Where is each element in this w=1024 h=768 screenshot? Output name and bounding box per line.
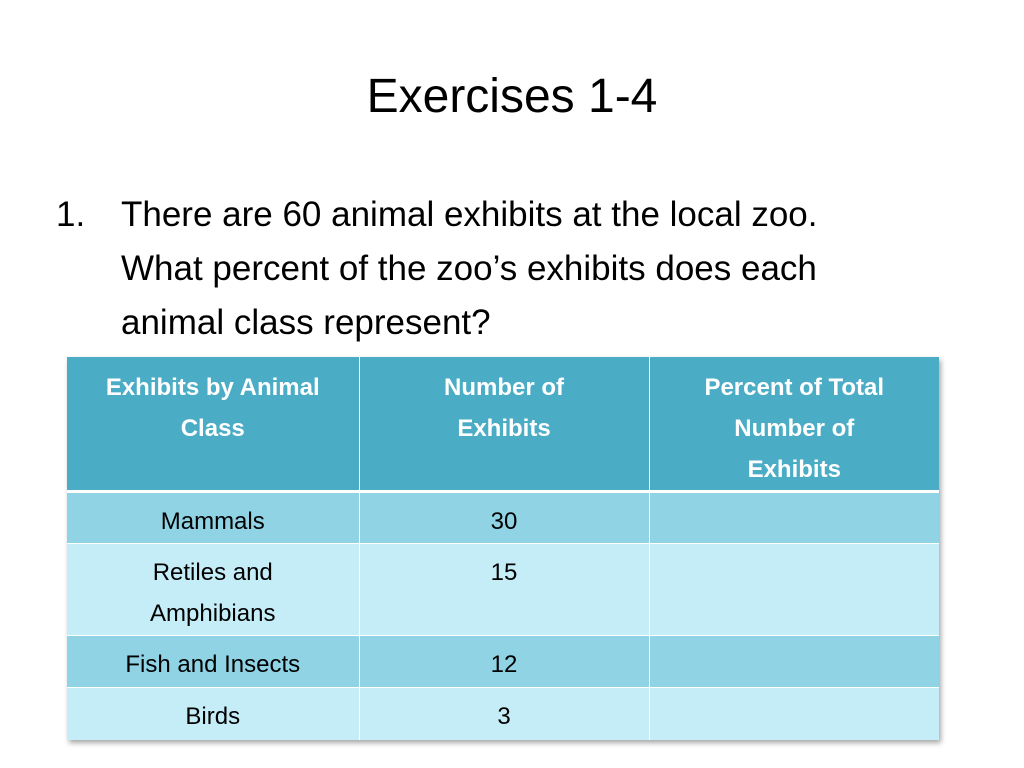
cell-number: 15	[359, 543, 650, 636]
cell-line: Fish and Insects	[125, 651, 301, 678]
table-row: Fish and Insects 12	[67, 635, 939, 688]
question-line: There are 60 animal exhibits at the loca…	[121, 195, 818, 234]
cell-percent[interactable]	[649, 687, 939, 740]
cell-animal-class: Fish and Insects	[67, 635, 360, 688]
cell-number: 12	[359, 635, 650, 688]
question-text: There are 60 animal exhibits at the loca…	[121, 188, 971, 350]
header-number-of-exhibits: Number of Exhibits	[359, 357, 650, 493]
exhibits-table-container: Exhibits by Animal Class Number of Exhib…	[67, 357, 939, 740]
header-line: Percent of Total	[704, 374, 885, 401]
header-line: Exhibits by Animal	[105, 374, 320, 401]
table-row: Mammals 30	[67, 491, 939, 544]
table-row: Retiles and Amphibians 15	[67, 543, 939, 636]
cell-animal-class: Retiles and Amphibians	[67, 543, 360, 636]
cell-line: Amphibians	[150, 600, 276, 627]
slide-title: Exercises 1-4	[366, 70, 658, 123]
header-line: Exhibits	[747, 456, 841, 483]
exhibits-table: Exhibits by Animal Class Number of Exhib…	[67, 357, 939, 740]
question-number: 1.	[56, 195, 86, 234]
header-line: Number of	[734, 415, 855, 442]
header-percent-of-total: Percent of Total Number of Exhibits	[649, 357, 939, 493]
header-line: Class	[180, 415, 245, 442]
cell-animal-class: Birds	[67, 687, 360, 740]
cell-number: 3	[359, 687, 650, 740]
question-line: What percent of the zoo’s exhibits does …	[121, 249, 817, 288]
table-header-row: Exhibits by Animal Class Number of Exhib…	[67, 357, 939, 493]
cell-animal-class: Mammals	[67, 491, 360, 544]
cell-number: 30	[359, 491, 650, 544]
header-animal-class: Exhibits by Animal Class	[67, 357, 360, 493]
cell-line: Mammals	[160, 508, 265, 535]
header-line: Exhibits	[457, 415, 551, 442]
question-line: animal class represent?	[121, 303, 491, 342]
cell-line: Birds	[185, 703, 241, 730]
cell-percent[interactable]	[649, 491, 939, 544]
header-line: Number of	[444, 374, 564, 401]
cell-line: Retiles and	[152, 559, 273, 586]
cell-percent[interactable]	[649, 635, 939, 688]
cell-percent[interactable]	[649, 543, 939, 636]
table-row: Birds 3	[67, 687, 939, 740]
